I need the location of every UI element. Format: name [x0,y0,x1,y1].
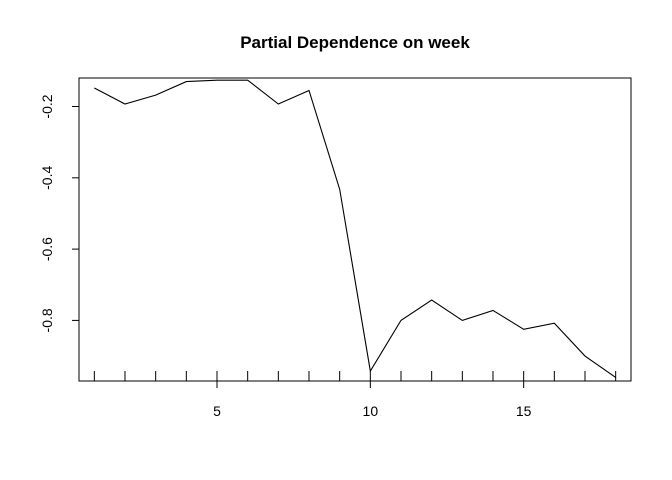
x-axis: 5 10 15 [213,380,532,419]
y-axis: -0.2 -0.4 -0.6 -0.8 [39,94,80,332]
y-tick-label-1: -0.4 [39,166,55,190]
x-tick-label-1: 10 [363,403,379,419]
rug-marks [93,371,617,381]
x-tick-label-0: 5 [213,403,221,419]
plot-frame [78,77,632,382]
series-lines [94,79,616,378]
y-tick-label-2: -0.6 [39,237,55,261]
y-tick-label-3: -0.8 [39,308,55,332]
series-line-0 [94,79,616,378]
x-tick-label-2: 15 [516,403,532,419]
y-tick-label-0: -0.2 [39,94,55,118]
chart-title: Partial Dependence on week [240,33,470,52]
